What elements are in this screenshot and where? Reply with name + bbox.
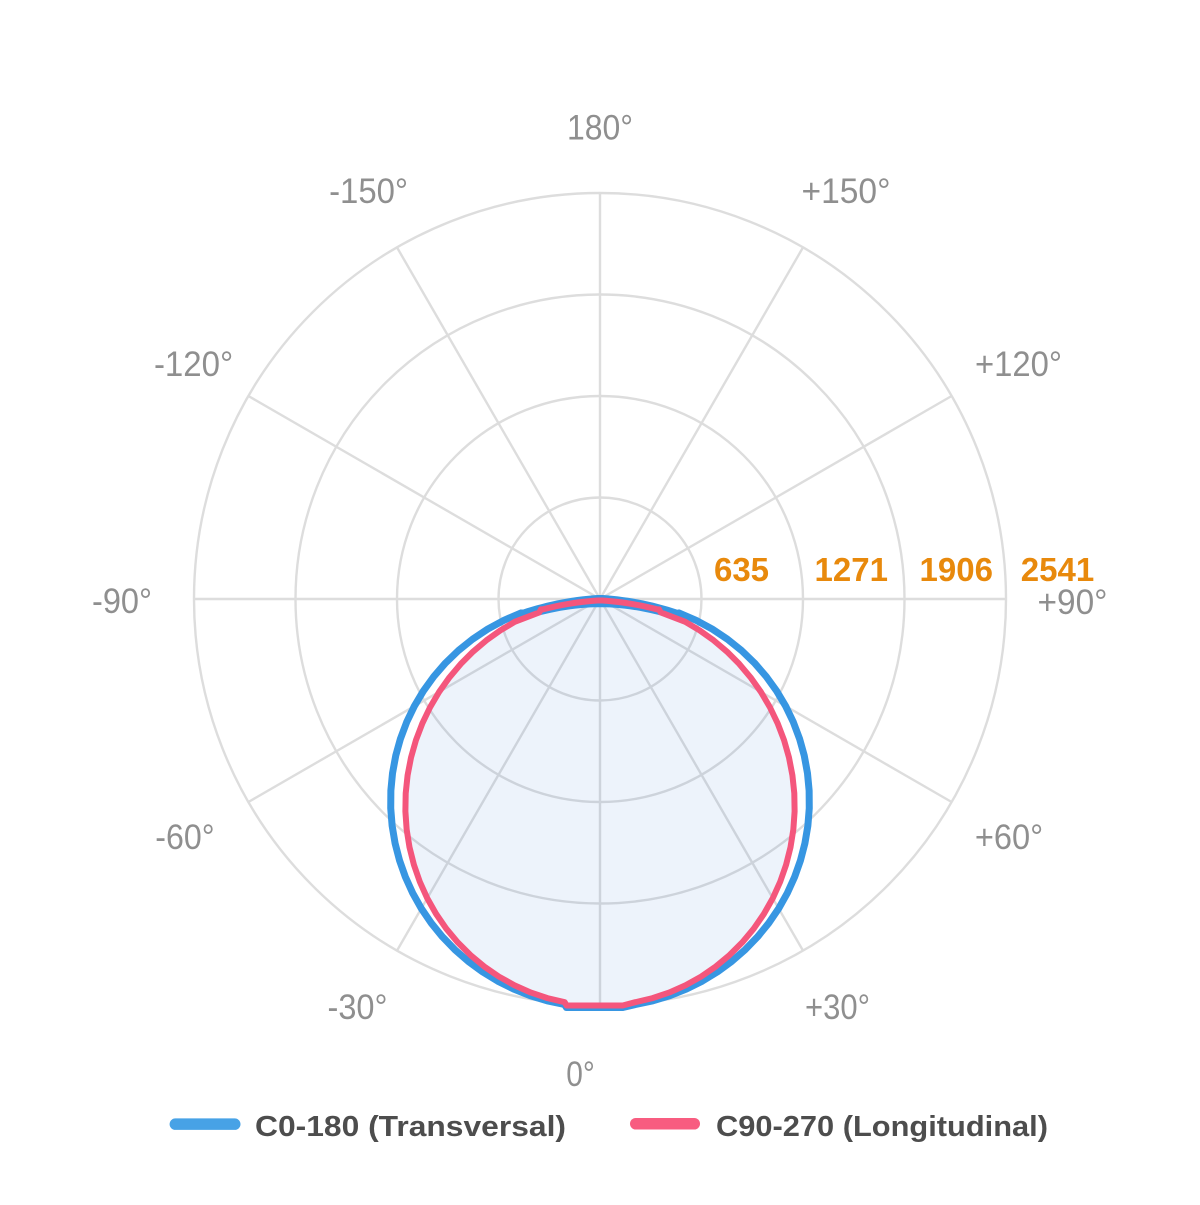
svg-text:180°: 180° xyxy=(567,108,633,147)
svg-text:C90-270 (Longitudinal): C90-270 (Longitudinal) xyxy=(716,1111,1048,1143)
svg-text:1906: 1906 xyxy=(920,551,993,588)
svg-text:-90°: -90° xyxy=(92,582,152,621)
svg-text:+90°: +90° xyxy=(1038,583,1108,622)
svg-text:2541: 2541 xyxy=(1021,551,1094,588)
svg-text:-120°: -120° xyxy=(154,345,233,384)
svg-text:-150°: -150° xyxy=(329,172,408,211)
svg-text:C0-180 (Transversal): C0-180 (Transversal) xyxy=(255,1111,566,1143)
svg-text:-30°: -30° xyxy=(328,988,388,1027)
svg-text:-60°: -60° xyxy=(155,818,214,857)
svg-text:+150°: +150° xyxy=(802,172,891,211)
svg-text:+60°: +60° xyxy=(975,818,1043,857)
svg-text:+30°: +30° xyxy=(805,988,870,1027)
svg-text:0°: 0° xyxy=(566,1055,595,1094)
svg-text:635: 635 xyxy=(714,551,769,588)
svg-text:+120°: +120° xyxy=(975,345,1062,384)
svg-text:1271: 1271 xyxy=(815,551,888,588)
